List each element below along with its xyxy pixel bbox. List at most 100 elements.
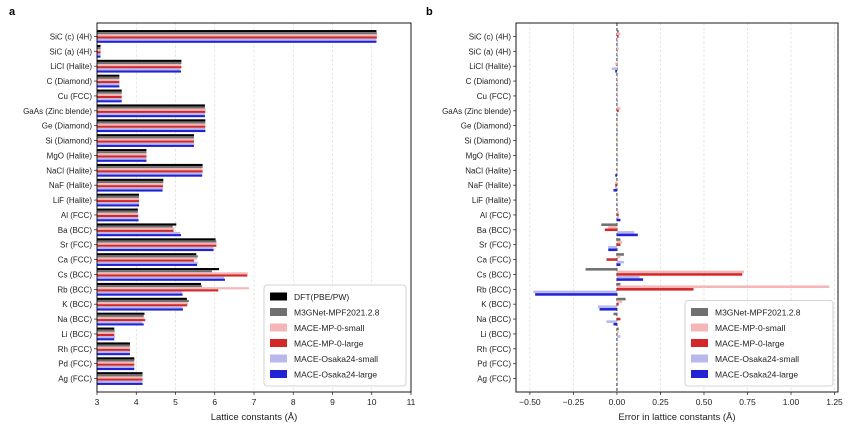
bar-mace-mp-0-large-cs-bcc [97, 274, 248, 277]
bar-dft-pbe-pw-cu-fcc [97, 89, 122, 92]
bar-mace-mp-0-large-ag-fcc [97, 378, 143, 381]
bar-mace-osaka24-small-k-bcc [97, 306, 183, 309]
bar-mace-mp-0-small-ba-bcc [608, 225, 617, 229]
bar-mace-osaka24-large-rb-bcc [535, 293, 617, 296]
bar-mace-mp-0-small-pd-fcc [97, 361, 135, 364]
bar-mace-osaka24-small-cs-bcc [97, 276, 225, 279]
category-label-rh-fcc: Rh (FCC) [58, 345, 93, 354]
category-label-sic-a-4h: SiC (a) (4H) [468, 47, 511, 56]
bar-m3gnet-mpf2021-2-8-lif-halite [97, 195, 139, 198]
bar-mace-osaka24-large-gaas-zinc-blende [97, 115, 205, 118]
x-tick-label: 11 [407, 397, 416, 407]
bar-mace-mp-0-small-sic-c-4h [97, 34, 378, 37]
bar-mace-mp-0-large-al-fcc [616, 213, 619, 217]
category-label-na-bcc: Na (BCC) [57, 315, 92, 324]
bar-mace-mp-0-small-naf-halite [97, 183, 163, 186]
bar-mace-mp-0-small-gaas-zinc-blende [97, 108, 206, 111]
bar-mace-osaka24-large-pd-fcc [97, 367, 135, 371]
bar-m3gnet-mpf2021-2-8-ag-fcc [97, 374, 143, 377]
x-tick-label: 0.75 [739, 397, 756, 407]
category-label-si-diamond: Si (Diamond) [464, 137, 511, 146]
bar-dft-pbe-pw-licl-halite [97, 59, 182, 62]
bar-mace-osaka24-small-al-fcc [616, 216, 619, 219]
bar-mace-mp-0-large-cu-fcc [97, 95, 122, 99]
x-tick-label: 7 [252, 397, 257, 407]
bar-dft-pbe-pw-na-bcc [97, 312, 145, 315]
category-label-licl-halite: LiCl (Halite) [50, 62, 92, 71]
bar-dft-pbe-pw-sic-c-4h [97, 30, 377, 33]
legend-swatch-mace-mp-0-large [691, 339, 708, 347]
bar-mace-osaka24-small-ba-bcc [616, 231, 635, 234]
bar-dft-pbe-pw-nacl-halite [97, 163, 203, 167]
bar-mace-osaka24-large-ba-bcc [97, 234, 181, 237]
bar-mace-osaka24-small-k-bcc [597, 305, 617, 309]
bar-mace-osaka24-small-gaas-zinc-blende [97, 112, 205, 116]
bar-mace-osaka24-large-rb-bcc [97, 293, 183, 296]
bar-mace-mp-0-large-pd-fcc [97, 363, 135, 366]
bar-mace-osaka24-small-sr-fcc [97, 246, 214, 249]
bar-m3gnet-mpf2021-2-8-nacl-halite [97, 166, 203, 169]
bar-mace-mp-0-large-gaas-zinc-blende [97, 110, 206, 113]
bar-dft-pbe-pw-rb-bcc [97, 282, 202, 286]
bar-dft-pbe-pw-naf-halite [97, 178, 164, 181]
category-label-rb-bcc: Rb (BCC) [476, 285, 511, 294]
category-label-rb-bcc: Rb (BCC) [57, 285, 92, 294]
plot-frame [96, 22, 412, 393]
bar-m3gnet-mpf2021-2-8-ca-fcc [616, 253, 624, 256]
bar-mace-mp-0-large-cs-bcc [616, 273, 743, 276]
bar-m3gnet-mpf2021-2-8-rb-bcc [97, 285, 202, 288]
category-label-gaas-zinc-blende: GaAs (Zinc blende) [442, 107, 511, 116]
bar-m3gnet-mpf2021-2-8-si-diamond [97, 136, 194, 139]
category-label-sr-fcc: Sr (FCC) [60, 241, 92, 250]
x-axis-label: Error in lattice constants (Å) [618, 412, 735, 423]
bar-mace-osaka24-large-sic-a-4h [97, 55, 101, 58]
bar-mace-osaka24-large-licl-halite [615, 70, 617, 73]
bar-mace-osaka24-large-c-diamond [97, 85, 120, 88]
bar-mace-mp-0-large-nacl-halite [97, 170, 203, 173]
bar-mace-mp-0-large-sic-c-4h [616, 35, 619, 38]
bar-dft-pbe-pw-ba-bcc [97, 223, 177, 226]
bar-mace-mp-0-large-na-bcc [97, 319, 146, 322]
bar-mace-osaka24-small-rb-bcc [533, 290, 617, 294]
bar-mace-osaka24-large-ca-fcc [97, 263, 198, 266]
bar-dft-pbe-pw-ag-fcc [97, 372, 143, 375]
panel-letter-b: b [426, 6, 433, 18]
bar-mace-mp-0-small-rh-fcc [97, 346, 130, 349]
x-tick-label: 0.00 [609, 397, 626, 407]
bar-mace-osaka24-large-ge-diamond [97, 129, 206, 133]
bar-m3gnet-mpf2021-2-8-c-diamond [97, 76, 120, 79]
legend-label-mace-mp-0-large: MACE-MP-0-large [294, 339, 364, 349]
bar-mace-mp-0-large-si-diamond [97, 140, 194, 143]
bar-mace-osaka24-small-pd-fcc [97, 365, 135, 368]
bar-mace-osaka24-large-sr-fcc [97, 248, 214, 252]
legend-swatch-m3gnet-mpf2021-2-8 [691, 308, 708, 316]
category-label-naf-halite: NaF (Halite) [49, 181, 92, 190]
bar-mace-mp-0-small-sr-fcc [97, 242, 217, 245]
category-label-c-diamond: C (Diamond) [47, 77, 93, 86]
legend-label-dft-pbe-pw: DFT(PBE/PW) [294, 292, 349, 302]
bar-mace-osaka24-small-naf-halite [615, 186, 617, 190]
category-label-sr-fcc: Sr (FCC) [479, 241, 511, 250]
bar-m3gnet-mpf2021-2-8-cu-fcc [97, 91, 122, 94]
bar-mace-mp-0-small-sic-c-4h [616, 32, 621, 36]
category-label-gaas-zinc-blende: GaAs (Zinc blende) [23, 107, 92, 116]
bar-dft-pbe-pw-sr-fcc [97, 238, 216, 241]
bar-m3gnet-mpf2021-2-8-ba-bcc [601, 223, 617, 226]
bar-mace-osaka24-small-na-bcc [606, 320, 617, 323]
bar-m3gnet-mpf2021-2-8-sic-a-4h [97, 47, 101, 50]
bar-mace-mp-0-small-al-fcc [616, 211, 619, 214]
legend-label-mace-osaka24-small: MACE-Osaka24-small [294, 354, 378, 364]
bar-mace-osaka24-small-li-bcc [97, 336, 116, 339]
bar-mace-mp-0-large-ge-diamond [97, 125, 206, 128]
bar-mace-osaka24-small-naf-halite [97, 187, 163, 190]
bar-mace-mp-0-small-cs-bcc [97, 272, 248, 275]
bar-mace-osaka24-small-c-diamond [97, 83, 120, 86]
bar-m3gnet-mpf2021-2-8-al-fcc [97, 210, 138, 213]
bar-mace-mp-0-small-ag-fcc [97, 376, 143, 379]
bar-mace-osaka24-small-ag-fcc [97, 380, 143, 383]
bar-mace-mp-0-large-gaas-zinc-blende [616, 109, 619, 113]
bar-dft-pbe-pw-ca-fcc [97, 253, 197, 256]
bar-mace-osaka24-small-si-diamond [97, 142, 194, 145]
category-label-ca-fcc: Ca (FCC) [477, 256, 512, 265]
category-label-nacl-halite: NaCl (Halite) [46, 166, 92, 175]
